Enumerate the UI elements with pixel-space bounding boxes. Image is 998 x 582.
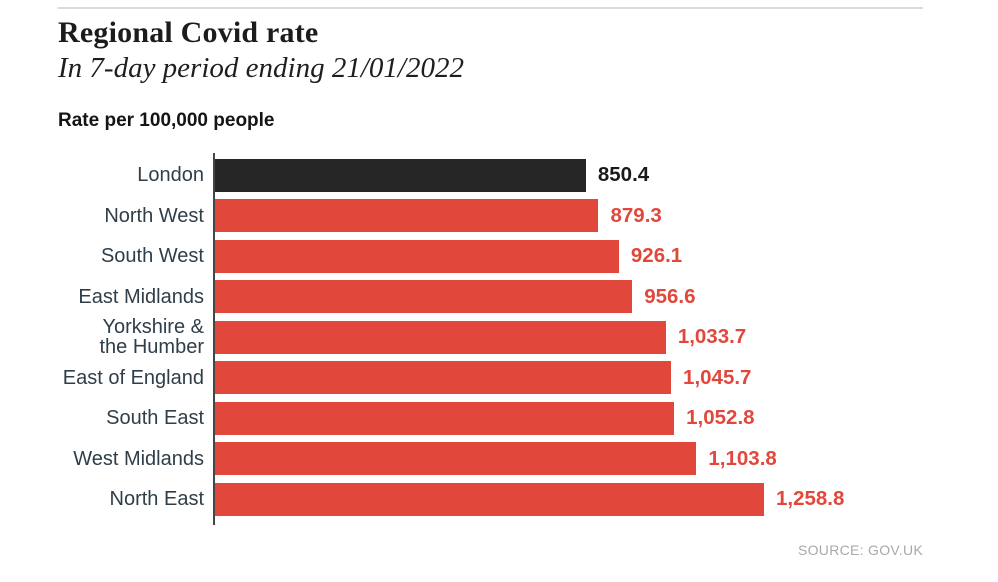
bar-row: Yorkshire & the Humber 1,033.7 [58, 317, 923, 358]
bar-plot-area: 1,103.8 [213, 442, 923, 476]
category-label: North West [104, 204, 204, 227]
bar-plot-area: 1,033.7 [213, 320, 923, 354]
category-axis-line [213, 153, 215, 525]
bar-plot-area: 1,052.8 [213, 401, 923, 435]
bar-london [215, 158, 586, 192]
category-label: East of England [62, 366, 204, 389]
bar-row: London 850.4 [58, 155, 923, 196]
bar-north-east [215, 482, 764, 516]
value-label: 1,103.8 [708, 446, 777, 470]
chart-subtitle: In 7-day period ending 21/01/2022 [58, 52, 464, 84]
category-label: East Midlands [78, 285, 204, 308]
bar-east-of-england [215, 361, 672, 395]
category-label: South East [106, 407, 204, 430]
bar-plot-area: 1,258.8 [213, 482, 923, 516]
bar-rows: London 850.4 North West 879.3 South West 926.… [58, 155, 923, 520]
category-label: Yorkshire & the Humber [99, 316, 205, 359]
value-label: 850.4 [597, 163, 650, 186]
bar-plot-area: 956.6 [213, 280, 923, 314]
bar-chart: London 850.4 North West 879.3 South West 926.… [58, 153, 923, 525]
value-label: 1,258.8 [776, 487, 845, 510]
bar-plot-area: 1,045.7 [213, 361, 923, 395]
source-attribution: SOURCE: GOV.UK [797, 541, 923, 558]
bar-west-midlands [215, 442, 697, 476]
bar-plot-area: 879.3 [213, 199, 923, 233]
bar-east-midlands [215, 280, 633, 314]
bar-row: West Midlands 1,103.8 [58, 439, 923, 480]
bar-row: South West 926.1 [58, 236, 923, 277]
bar-plot-area: 850.4 [213, 158, 923, 192]
value-label: 926.1 [630, 244, 683, 267]
value-label: 879.3 [610, 203, 662, 227]
category-label: West Midlands [73, 447, 204, 470]
chart-title: Regional Covid rate [58, 16, 319, 49]
value-label: 956.6 [644, 284, 696, 308]
value-label: 1,052.8 [686, 406, 755, 429]
bar-row: North West 879.3 [58, 196, 923, 237]
top-rule-divider [58, 7, 923, 9]
category-label: South West [100, 245, 204, 268]
bar-row: East Midlands 956.6 [58, 277, 923, 318]
bar-row: North East 1,258.8 [58, 479, 923, 520]
category-label: North East [109, 488, 204, 511]
bar-north-west [215, 199, 599, 233]
bar-yorkshire-the-humber [215, 320, 666, 354]
value-label: 1,045.7 [683, 365, 752, 389]
bar-row: South East 1,052.8 [58, 398, 923, 439]
bar-row: East of England 1,045.7 [58, 358, 923, 399]
value-axis-title: Rate per 100,000 people [58, 110, 275, 131]
bar-south-west [215, 239, 619, 273]
bar-south-east [215, 401, 675, 435]
value-label: 1,033.7 [677, 325, 747, 348]
category-label: London [137, 164, 204, 187]
bar-plot-area: 926.1 [213, 239, 923, 273]
